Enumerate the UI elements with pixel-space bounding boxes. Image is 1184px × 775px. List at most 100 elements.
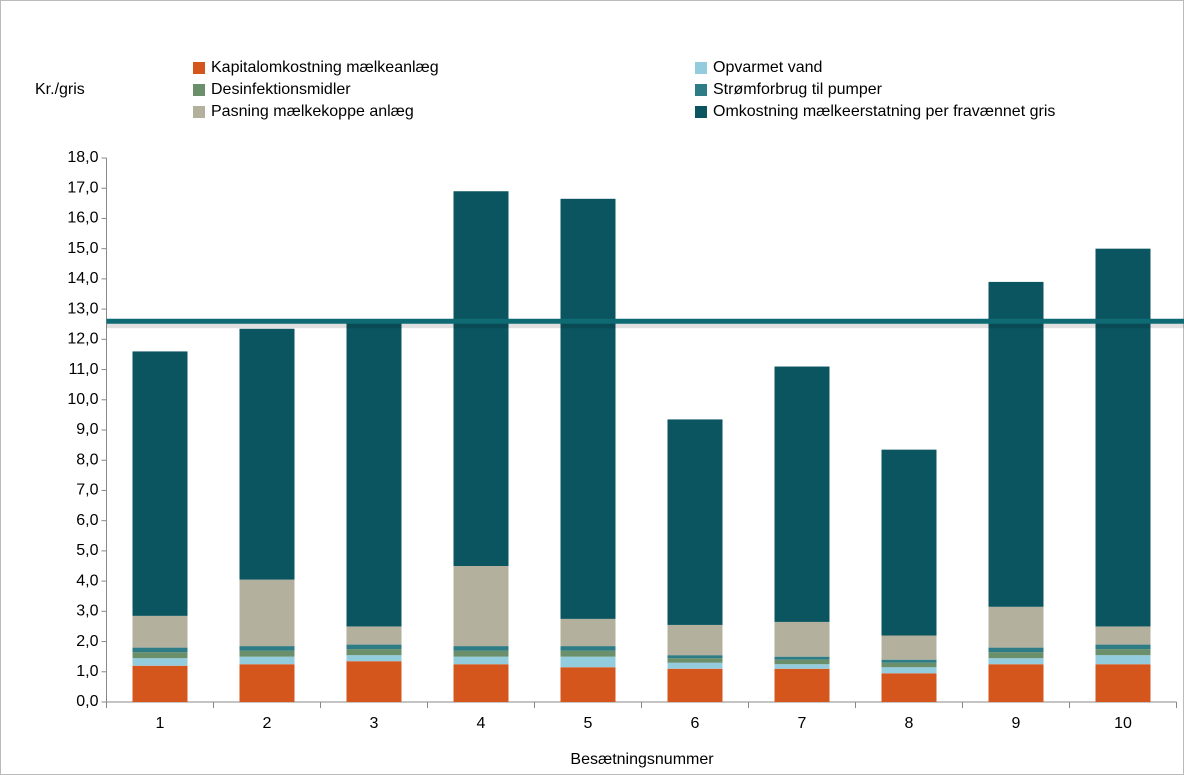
y-tick-label: 17,0 <box>67 179 98 196</box>
x-tick-label: 2 <box>263 715 272 732</box>
y-tick-label: 5,0 <box>76 542 98 559</box>
bar-segment <box>667 668 723 702</box>
bar-segment <box>1095 626 1151 645</box>
bar-segment <box>667 624 723 656</box>
y-tick-label: 8,0 <box>76 451 98 468</box>
legend-swatch <box>695 106 707 118</box>
x-tick-label: 9 <box>1012 715 1021 732</box>
bar-segment <box>1095 248 1151 627</box>
legend-label: Strømforbrug til pumper <box>713 81 883 98</box>
x-tick-label: 8 <box>905 715 914 732</box>
bar-segment <box>239 579 295 647</box>
legend-swatch <box>193 106 205 118</box>
bar-segment <box>132 351 188 616</box>
bar-segment <box>346 626 402 645</box>
bar-segment <box>560 650 616 657</box>
bar-segment <box>239 664 295 702</box>
legend-swatch <box>193 62 205 74</box>
bar-segment <box>346 649 402 656</box>
y-tick-label: 2,0 <box>76 633 98 650</box>
bar-segment <box>346 655 402 662</box>
y-tick-label: 4,0 <box>76 572 98 589</box>
y-tick-label: 7,0 <box>76 482 98 499</box>
x-tick-label: 4 <box>477 715 486 732</box>
bar-segment <box>560 198 616 619</box>
bar-segment <box>132 615 188 648</box>
legend-label: Kapitalomkostning mælkeanlæg <box>211 59 439 76</box>
y-tick-label: 16,0 <box>67 210 98 227</box>
bar-segment <box>453 646 509 651</box>
bar-segment <box>560 618 616 647</box>
bar-segment <box>774 621 830 657</box>
bar-segment <box>132 652 188 659</box>
bar-segment <box>560 667 616 702</box>
bar-segment <box>1095 649 1151 656</box>
bar-segment <box>239 650 295 657</box>
legend-swatch <box>695 62 707 74</box>
bar-segment <box>881 667 937 674</box>
bar-segment <box>346 661 402 702</box>
y-tick-label: 9,0 <box>76 421 98 438</box>
y-tick-label: 1,0 <box>76 663 98 680</box>
bar-segment <box>667 658 723 663</box>
bar-segment <box>560 656 616 668</box>
bar-segment <box>988 647 1044 653</box>
bar-segment <box>132 658 188 666</box>
legend-label: Desinfektionsmidler <box>211 81 351 98</box>
bar-segment <box>774 659 830 665</box>
bar-segment <box>132 665 188 702</box>
reference-line-shadow <box>106 320 1184 329</box>
y-tick-label: 3,0 <box>76 603 98 620</box>
bar-segment <box>453 656 509 665</box>
bar-segment <box>239 646 295 651</box>
bar-segment <box>346 644 402 650</box>
bar-segment <box>667 419 723 625</box>
bar-segment <box>881 659 937 663</box>
y-tick-label: 14,0 <box>67 270 98 287</box>
y-tick-label: 18,0 <box>67 149 98 166</box>
x-tick-label: 10 <box>1114 715 1132 732</box>
bar-segment <box>988 664 1044 702</box>
bar-segment <box>881 662 937 668</box>
bar-segment <box>774 668 830 702</box>
bar-segment <box>774 366 830 622</box>
bar-segment <box>988 281 1044 607</box>
y-tick-label: 10,0 <box>67 391 98 408</box>
bar-segment <box>988 652 1044 659</box>
bar-segment <box>239 656 295 665</box>
x-tick-label: 6 <box>691 715 700 732</box>
bar-segment <box>560 646 616 651</box>
bar-segment <box>1095 644 1151 650</box>
x-axis-label: Besætningsnummer <box>570 751 714 768</box>
legend-label: Omkostning mælkeerstatning per fravænnet… <box>713 103 1055 120</box>
bar-segment <box>988 658 1044 665</box>
y-tick-label: 0,0 <box>76 693 98 710</box>
y-tick-label: 11,0 <box>69 361 99 378</box>
y-tick-label: 12,0 <box>67 331 98 348</box>
bar-segment <box>667 662 723 669</box>
bar-segment <box>453 566 509 647</box>
y-tick-label: 6,0 <box>76 512 98 529</box>
y-tick-label: 13,0 <box>67 300 98 317</box>
y-axis-label: Kr./gris <box>35 81 85 98</box>
bar-segment <box>667 655 723 659</box>
legend-swatch <box>695 84 707 96</box>
bar-segment <box>988 606 1044 648</box>
legend-label: Pasning mælkekoppe anlæg <box>211 103 414 120</box>
bar-segment <box>239 328 295 580</box>
bar-segment <box>881 449 937 636</box>
bar-segment <box>346 321 402 627</box>
bar-segment <box>881 673 937 702</box>
bar-segment <box>453 650 509 657</box>
x-tick-label: 3 <box>370 715 379 732</box>
bar-segment <box>453 664 509 702</box>
legend-swatch <box>193 84 205 96</box>
bar-segment <box>881 635 937 660</box>
bar-segment <box>1095 655 1151 665</box>
x-tick-label: 1 <box>156 715 165 732</box>
legend-label: Opvarmet vand <box>713 59 822 76</box>
x-tick-label: 5 <box>584 715 593 732</box>
bar-segment <box>132 647 188 653</box>
bar-segment <box>1095 664 1151 702</box>
